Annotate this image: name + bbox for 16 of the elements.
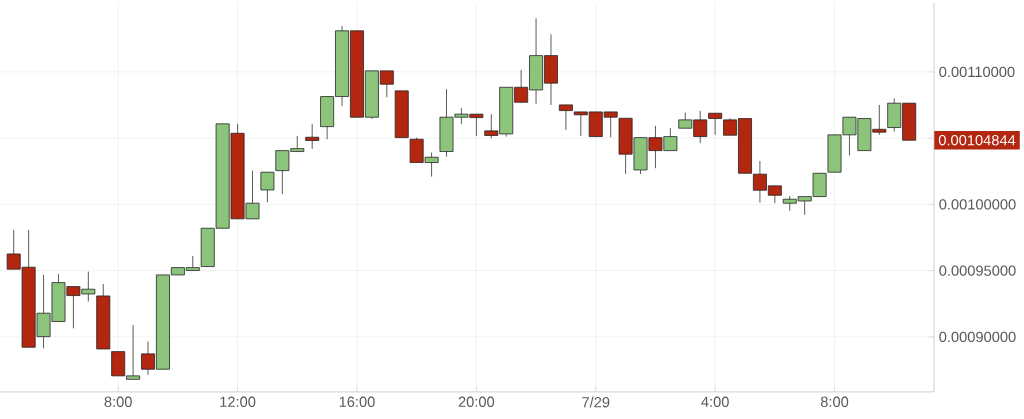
x-tick-label: 16:00 xyxy=(339,396,375,408)
candlestick xyxy=(305,123,320,150)
candlestick xyxy=(260,171,275,203)
x-tick-label: 20:00 xyxy=(458,396,495,408)
x-tick-label: 7/29 xyxy=(582,396,610,408)
candlestick xyxy=(558,104,573,131)
x-tick-label: 8:00 xyxy=(820,396,849,408)
text: 0.00104844 xyxy=(938,135,1016,146)
candlestick xyxy=(708,112,723,136)
y-tick-label: 0.00095000 xyxy=(939,265,1016,276)
y-tick-label: 0.00090000 xyxy=(939,331,1016,343)
x-tick-label: 8:00 xyxy=(104,396,132,408)
x-tick-label: 4:00 xyxy=(701,396,729,408)
x-tick-label: 12:00 xyxy=(220,396,256,408)
y-tick-label: 0.00110000 xyxy=(939,66,1015,78)
y-tick-label: 0.00100000 xyxy=(939,199,1016,210)
